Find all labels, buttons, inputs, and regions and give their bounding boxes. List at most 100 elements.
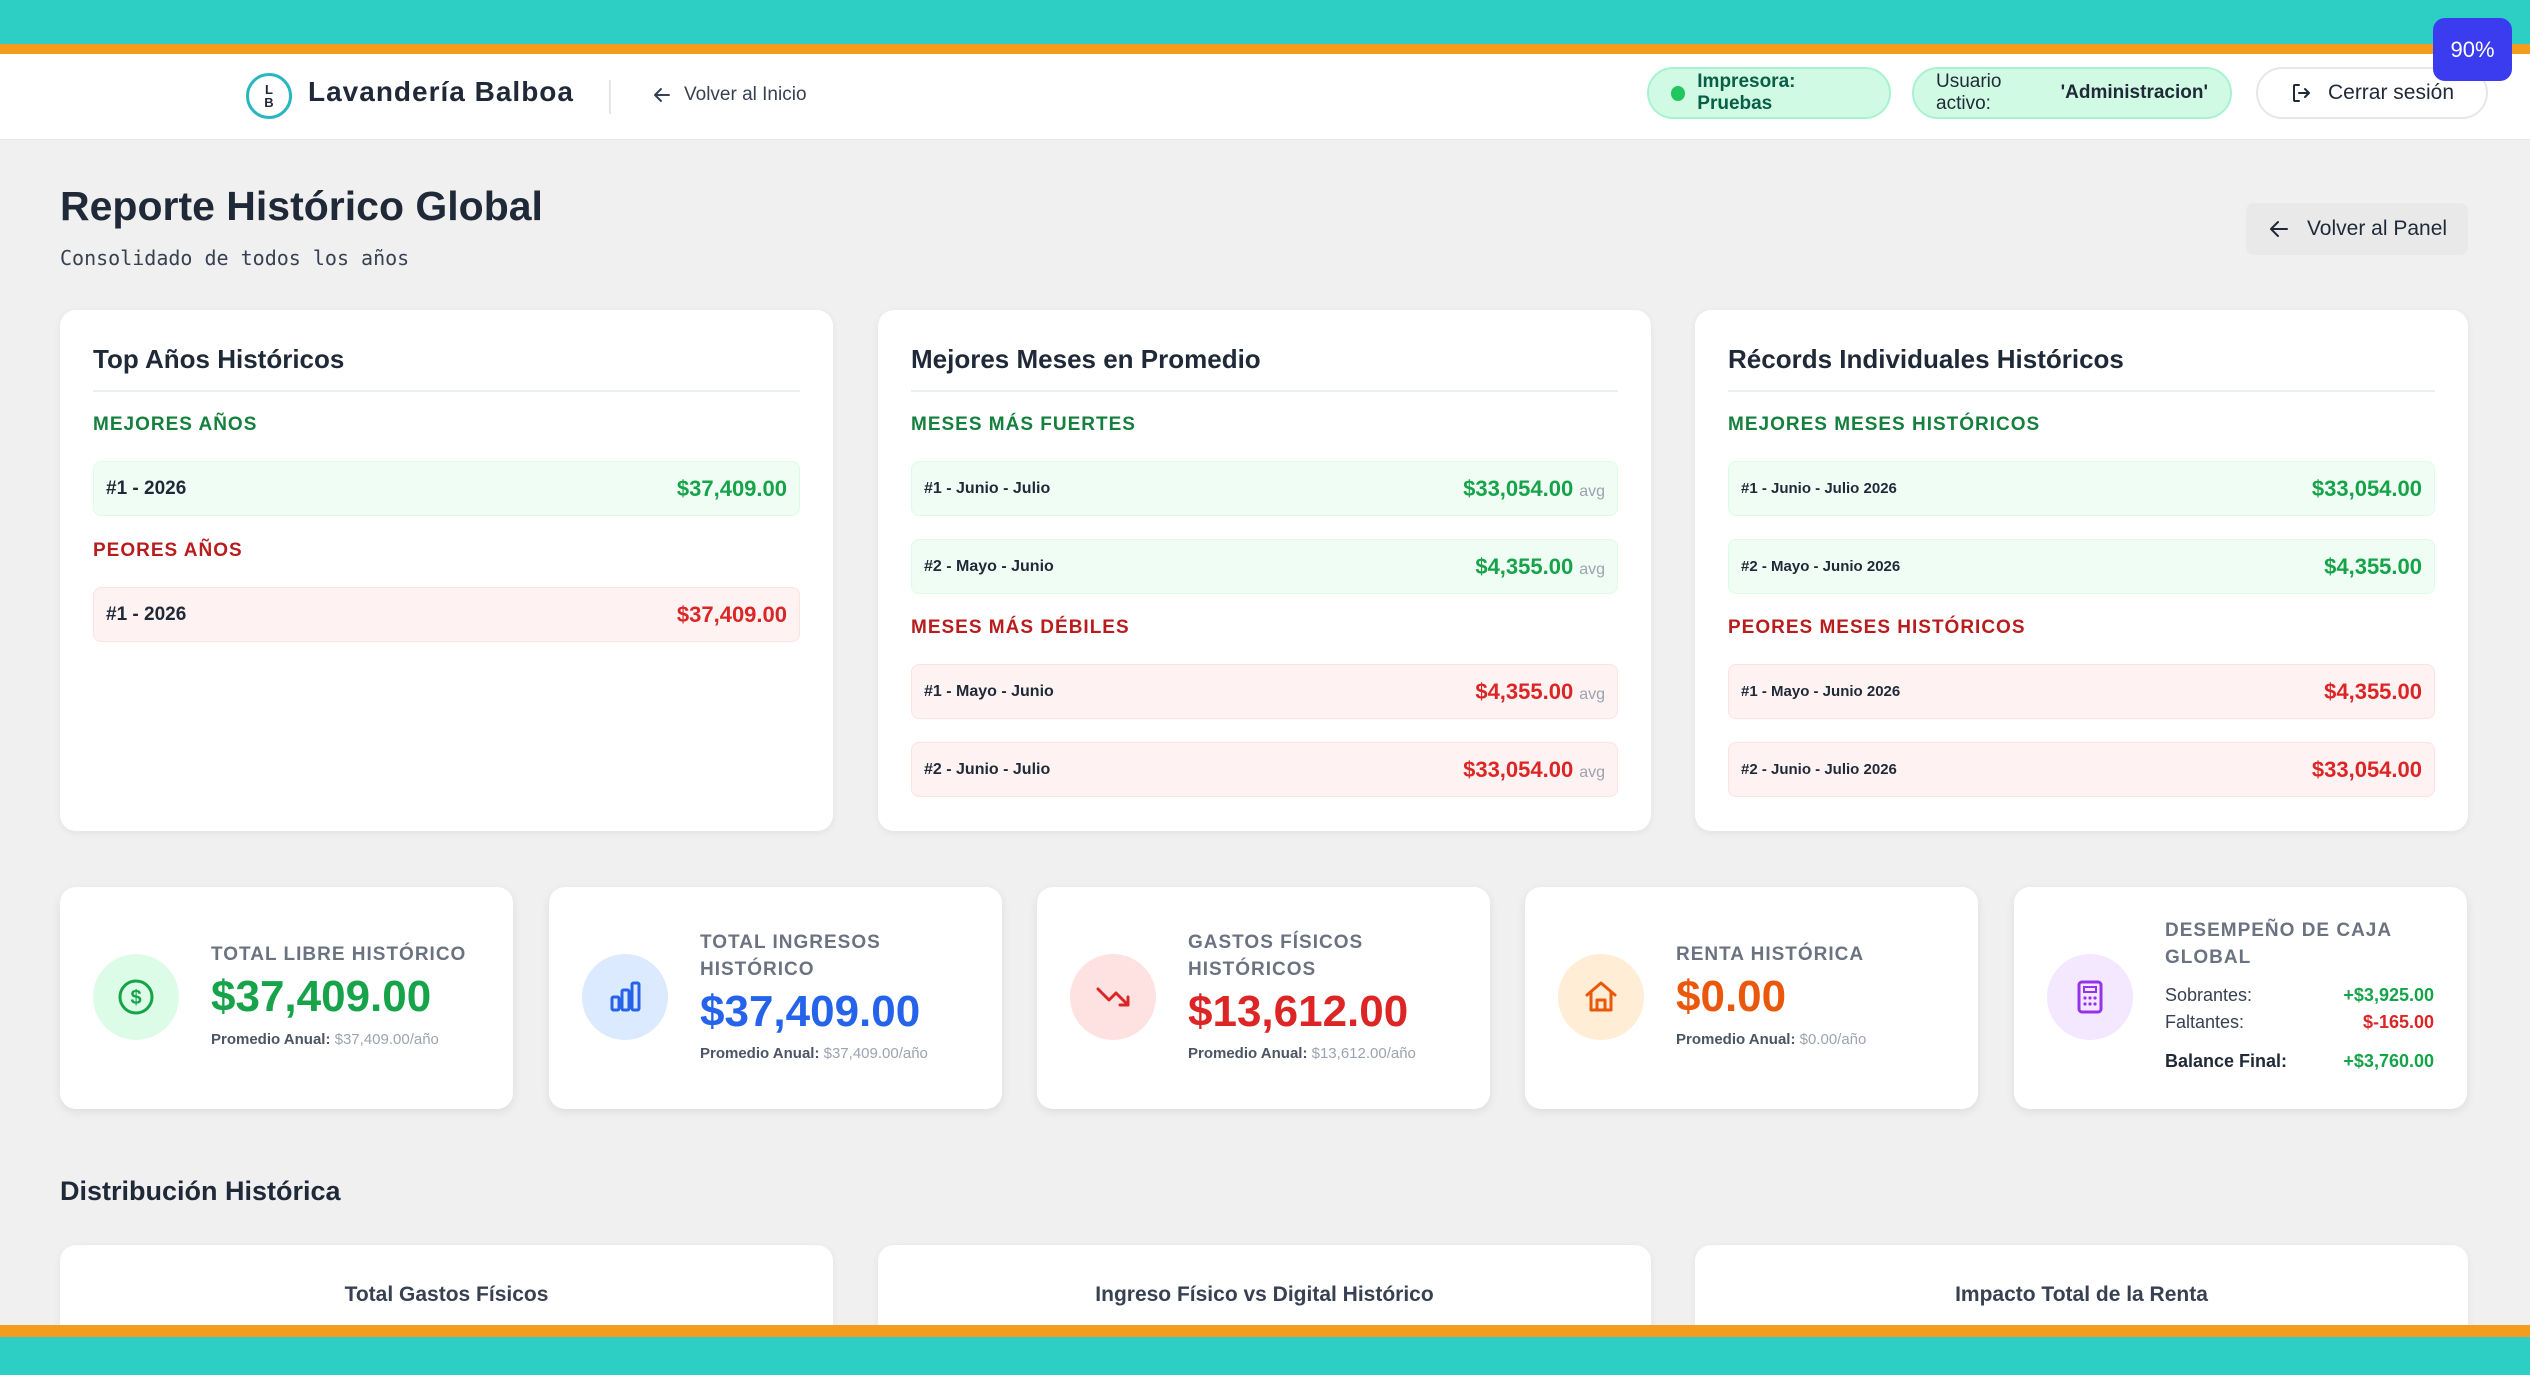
stat-value: $0.00 — [1676, 972, 1787, 1021]
stat-card-total-ingresos: TOTAL INGRESOS HISTÓRICO $37,409.00 Prome… — [549, 887, 1002, 1109]
printer-status-label: Impresora: Pruebas — [1697, 71, 1796, 114]
stat-card-renta: RENTA HISTÓRICA $0.00 Promedio Anual: $0… — [1525, 887, 1978, 1109]
chart-title: Total Gastos Físicos — [344, 1283, 549, 1306]
avg-suffix: avg — [1579, 763, 1605, 781]
arrow-left-icon — [654, 88, 670, 102]
stat-label: TOTAL LIBRE HISTÓRICO — [211, 944, 467, 965]
balance-row: Balance Final: +$3,760.00 — [2165, 1051, 2434, 1072]
list-item: #2 - Mayo - Junio $4,355.00 avg — [911, 539, 1618, 594]
item-name: #1 - Mayo - Junio — [924, 682, 1054, 700]
stat-average: Promedio Anual: $0.00/año — [1676, 1031, 1866, 1048]
logout-label: Cerrar sesión — [2327, 81, 2455, 104]
item-name: #2 - Junio - Julio 2026 — [1741, 761, 1897, 778]
item-value: $33,054.00 — [1463, 756, 1574, 782]
item-name: #1 - Junio - Julio 2026 — [1741, 480, 1897, 497]
home-icon — [1558, 954, 1644, 1040]
avg-value: $0.00/año — [1799, 1031, 1867, 1048]
best-records-label: MEJORES MESES HISTÓRICOS — [1728, 414, 2041, 435]
stat-value: $37,409.00 — [700, 987, 921, 1036]
back-home-label: Volver al Inicio — [684, 84, 807, 105]
item-name: #1 - 2026 — [106, 477, 187, 499]
stat-card-desempeno-caja: DESEMPEÑO DE CAJA GLOBAL Sobrantes: +$3,9… — [2014, 887, 2467, 1109]
list-item: #2 - Junio - Julio 2026 $33,054.00 — [1728, 742, 2435, 797]
header-divider — [609, 80, 611, 114]
avg-suffix: avg — [1579, 560, 1605, 578]
top-accent-band — [0, 0, 2530, 54]
page-title: Reporte Histórico Global — [60, 183, 543, 229]
stat-value: $37,409.00 — [211, 972, 432, 1021]
avg-value: $37,409.00/año — [334, 1031, 439, 1048]
item-name: #2 - Junio - Julio — [924, 760, 1051, 778]
list-item: #1 - 2026 $37,409.00 — [93, 587, 800, 642]
stat-average: Promedio Anual: $37,409.00/año — [700, 1045, 928, 1062]
avg-suffix: avg — [1579, 685, 1605, 703]
card-divider — [911, 390, 1618, 392]
item-value: $37,409.00 — [676, 475, 787, 501]
stat-label-line: TOTAL INGRESOS — [700, 932, 881, 953]
list-item: #1 - 2026 $37,409.00 — [93, 461, 800, 516]
avg-label: Promedio Anual: — [700, 1045, 820, 1062]
item-name: #1 - Junio - Julio — [924, 479, 1051, 497]
faltantes-row: Faltantes: $-165.00 — [2165, 1012, 2434, 1033]
faltantes-label: Faltantes: — [2165, 1012, 2245, 1032]
stat-value: $13,612.00 — [1188, 987, 1409, 1036]
list-item: #1 - Junio - Julio $33,054.00 avg — [911, 461, 1618, 516]
card-divider — [93, 390, 800, 392]
top-years-card: Top Años Históricos MEJORES AÑOS #1 - 20… — [60, 310, 833, 831]
worst-records-label: PEORES MESES HISTÓRICOS — [1728, 617, 2026, 638]
active-user-label: Usuario activo: — [1936, 71, 2002, 114]
trending-down-icon — [1070, 954, 1156, 1040]
dollar-icon: $ — [93, 954, 179, 1040]
page-subtitle: Consolidado de todos los años — [60, 246, 410, 270]
worst-years-label: PEORES AÑOS — [93, 540, 243, 561]
svg-text:$: $ — [130, 987, 141, 1009]
stat-label-line: HISTÓRICO — [700, 959, 815, 980]
stat-label-line: DESEMPEÑO DE CAJA — [2165, 920, 2393, 941]
item-value: $4,355.00 — [1475, 553, 1574, 579]
item-name: #2 - Mayo - Junio — [924, 557, 1054, 575]
chart-title: Ingreso Físico vs Digital Histórico — [1095, 1283, 1434, 1306]
back-to-panel-label: Volver al Panel — [2306, 217, 2448, 240]
logo-letter-bottom: B — [264, 95, 274, 110]
balance-value: +$3,760.00 — [2343, 1051, 2434, 1071]
list-item: #2 - Junio - Julio $33,054.00 avg — [911, 742, 1618, 797]
sobrantes-value: +$3,925.00 — [2343, 985, 2434, 1005]
brand-logo: L B — [246, 73, 292, 119]
item-name: #1 - 2026 — [106, 603, 187, 625]
best-years-label: MEJORES AÑOS — [93, 414, 258, 435]
avg-suffix: avg — [1579, 482, 1605, 500]
avg-label: Promedio Anual: — [1676, 1031, 1796, 1048]
back-home-link[interactable]: Volver al Inicio — [652, 84, 807, 106]
stat-label-line: GLOBAL — [2165, 947, 2252, 968]
card-title: Récords Individuales Históricos — [1728, 344, 2124, 374]
stat-card-gastos-fisicos: GASTOS FÍSICOS HISTÓRICOS $13,612.00 Prom… — [1037, 887, 1490, 1109]
logout-button[interactable]: Cerrar sesión — [2256, 67, 2488, 119]
balance-label: Balance Final: — [2165, 1051, 2288, 1071]
stat-card-total-libre: $ TOTAL LIBRE HISTÓRICO $37,409.00 Prome… — [60, 887, 513, 1109]
item-value: $4,355.00 — [2324, 553, 2422, 579]
card-title: Mejores Meses en Promedio — [911, 344, 1261, 374]
chart-title: Impacto Total de la Renta — [1955, 1283, 2208, 1306]
stat-label: TOTAL INGRESOS HISTÓRICO — [700, 929, 881, 983]
distribution-title: Distribución Histórica — [60, 1176, 341, 1206]
stat-label: GASTOS FÍSICOS HISTÓRICOS — [1188, 929, 1363, 983]
bottom-accent-band — [0, 1325, 2530, 1375]
calculator-icon — [2047, 954, 2133, 1040]
printer-status-pill[interactable]: Impresora: Pruebas — [1647, 67, 1891, 119]
faltantes-value: $-165.00 — [2362, 1012, 2434, 1032]
records-card: Récords Individuales Históricos MEJORES … — [1695, 310, 2468, 831]
best-months-card: Mejores Meses en Promedio MESES MÁS FUER… — [878, 310, 1651, 831]
item-name: #1 - Mayo - Junio 2026 — [1741, 683, 1901, 700]
back-to-panel-button[interactable]: Volver al Panel — [2246, 203, 2468, 255]
sobrantes-row: Sobrantes: +$3,925.00 — [2165, 985, 2434, 1006]
sobrantes-label: Sobrantes: — [2165, 985, 2253, 1005]
list-item: #1 - Mayo - Junio $4,355.00 avg — [911, 664, 1618, 719]
card-divider — [1728, 390, 2435, 392]
item-value: $37,409.00 — [676, 601, 787, 627]
status-dot-icon — [1671, 85, 1686, 101]
arrow-left-icon — [2269, 221, 2288, 237]
list-item: #2 - Mayo - Junio 2026 $4,355.00 — [1728, 539, 2435, 594]
avg-value: $37,409.00/año — [823, 1045, 928, 1062]
zoom-badge[interactable]: 90% — [2433, 18, 2512, 81]
logo-letter-top: L — [265, 82, 273, 97]
